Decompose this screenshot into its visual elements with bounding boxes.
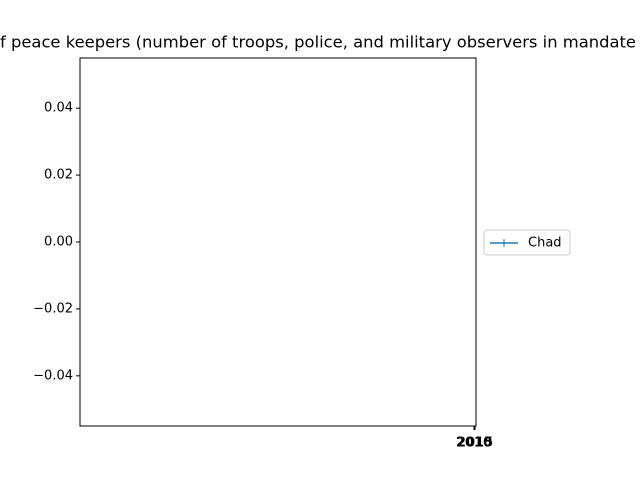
x-tick-label: 2010 [456, 436, 492, 451]
y-tick-label: −0.04 [33, 368, 73, 383]
plot-frame [79, 57, 477, 427]
y-tick-label: 0.04 [44, 101, 73, 116]
y-tick-label: −0.02 [33, 301, 73, 316]
legend-box [483, 229, 571, 256]
y-tick-label: 0.00 [44, 235, 73, 250]
y-tick-label: 0.02 [44, 168, 73, 183]
legend-label: Chad [528, 236, 562, 251]
x-tick-label: 2015 [457, 436, 493, 451]
chart-title: f peace keepers (number of troops, polic… [0, 33, 636, 52]
